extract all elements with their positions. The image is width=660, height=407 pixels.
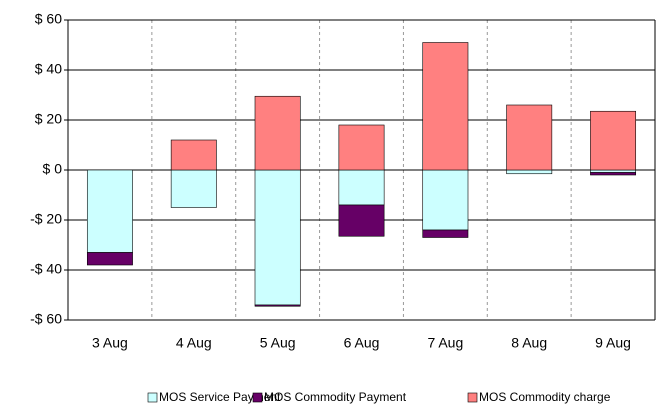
legend-label: MOS Commodity charge [479,390,611,404]
y-tick-label: -$ 40 [30,261,62,277]
y-tick-label: $ 60 [35,11,62,27]
x-tick-label: 5 Aug [260,335,296,351]
bar [422,229,469,238]
y-tick-label: $ 0 [43,161,63,177]
bar [170,169,217,208]
x-tick-label: 6 Aug [344,335,380,351]
bar [422,169,469,231]
bar [590,169,637,173]
legend-label: MOS Service Payment [159,390,281,404]
y-tick-label: -$ 60 [30,311,62,327]
legend-swatch [467,392,478,403]
bar [254,304,301,307]
x-tick-label: 3 Aug [92,335,128,351]
x-tick-label: 8 Aug [511,335,547,351]
y-tick-label: $ 40 [35,61,62,77]
bar [254,169,301,306]
x-tick-label: 9 Aug [595,335,631,351]
legend-swatch [147,392,158,403]
y-tick-label: -$ 20 [30,211,62,227]
x-tick-label: 7 Aug [427,335,463,351]
legend-label: MOS Commodity Payment [264,390,407,404]
bar [590,172,637,176]
x-tick-label: 4 Aug [176,335,212,351]
y-tick-label: $ 20 [35,111,62,127]
bar [338,169,385,206]
bar [506,104,553,171]
legend-swatch [252,392,263,403]
bar [422,42,469,171]
bar [86,252,133,266]
bar [506,169,553,175]
bar [338,204,385,237]
bar [338,124,385,171]
bar [170,139,217,171]
bar [254,95,301,171]
bar [86,169,133,253]
bar [590,110,637,171]
